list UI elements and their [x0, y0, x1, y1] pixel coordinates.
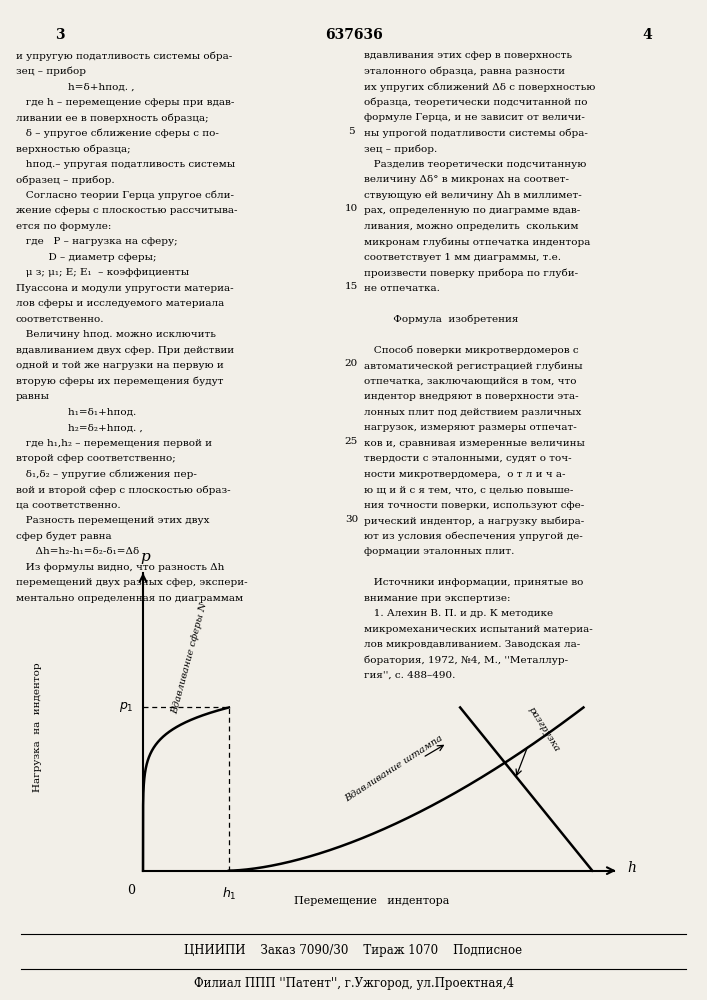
Text: ю щ и й с я тем, что, с целью повыше-: ю щ и й с я тем, что, с целью повыше-: [364, 485, 573, 494]
Text: Разделив теоретически подсчитанную: Разделив теоретически подсчитанную: [364, 160, 587, 169]
Text: рический индентор, а нагрузку выбира-: рический индентор, а нагрузку выбира-: [364, 516, 585, 526]
Text: формации эталонных плит.: формации эталонных плит.: [364, 547, 515, 556]
Text: Формула  изобретения: Формула изобретения: [364, 315, 518, 324]
Text: где   P – нагрузка на сферу;: где P – нагрузка на сферу;: [16, 237, 177, 246]
Text: 637636: 637636: [325, 28, 382, 42]
Text: вой и второй сфер с плоскостью образ-: вой и второй сфер с плоскостью образ-: [16, 485, 230, 495]
Text: второй сфер соответственно;: второй сфер соответственно;: [16, 454, 175, 463]
Text: ков и, сравнивая измеренные величины: ков и, сравнивая измеренные величины: [364, 439, 585, 448]
Text: вторую сферы их перемещения будут: вторую сферы их перемещения будут: [16, 377, 223, 386]
Text: вдавливания этих сфер в поверхность: вдавливания этих сфер в поверхность: [364, 51, 572, 60]
Text: ЦНИИПИ    Заказ 7090/30    Тираж 1070    Подписное: ЦНИИПИ Заказ 7090/30 Тираж 1070 Подписно…: [185, 944, 522, 957]
Text: 5: 5: [348, 127, 355, 136]
Text: где h₁,h₂ – перемещения первой и: где h₁,h₂ – перемещения первой и: [16, 439, 211, 448]
Text: формуле Герца, и не зависит от величи-: формуле Герца, и не зависит от величи-: [364, 113, 585, 122]
Text: рах, определенную по диаграмме вдав-: рах, определенную по диаграмме вдав-: [364, 206, 580, 215]
Text: Δh=h₂-h₁=δ₂-δ₁=Δδ: Δh=h₂-h₁=δ₂-δ₁=Δδ: [16, 547, 139, 556]
Text: 15: 15: [345, 282, 358, 291]
Text: ливании ее в поверхность образца;: ливании ее в поверхность образца;: [16, 113, 208, 123]
Text: D – диаметр сферы;: D – диаметр сферы;: [16, 253, 156, 262]
Text: ствующую ей величину Δh в миллимет-: ствующую ей величину Δh в миллимет-: [364, 191, 582, 200]
Text: гия'', с. 488–490.: гия'', с. 488–490.: [364, 671, 455, 680]
Text: нагрузок, измеряют размеры отпечат-: нагрузок, измеряют размеры отпечат-: [364, 423, 577, 432]
Text: одной и той же нагрузки на первую и: одной и той же нагрузки на первую и: [16, 361, 223, 370]
Text: произвести поверку прибора по глуби-: произвести поверку прибора по глуби-: [364, 268, 578, 278]
Text: соответствует 1 мм диаграммы, т.е.: соответствует 1 мм диаграммы, т.е.: [364, 253, 561, 262]
Text: лов сферы и исследуемого материала: лов сферы и исследуемого материала: [16, 299, 224, 308]
Text: их упругих сближений Δδ с поверхностью: их упругих сближений Δδ с поверхностью: [364, 82, 595, 92]
Text: сфер будет равна: сфер будет равна: [16, 532, 111, 541]
Text: внимание при экспертизе:: внимание при экспертизе:: [364, 594, 510, 603]
Text: ны упрогой податливости системы обра-: ны упрогой податливости системы обра-: [364, 129, 588, 138]
Text: зец – прибор.: зец – прибор.: [364, 144, 438, 154]
Text: образец – прибор.: образец – прибор.: [16, 175, 114, 185]
Text: ливания, можно определить  скольким: ливания, можно определить скольким: [364, 222, 578, 231]
Text: Источники информации, принятые во: Источники информации, принятые во: [364, 578, 583, 587]
Text: автоматической регистрацией глубины: автоматической регистрацией глубины: [364, 361, 583, 371]
Text: 4: 4: [642, 28, 652, 42]
Text: Вдавливание штампа: Вдавливание штампа: [344, 734, 445, 804]
Text: $p_1$: $p_1$: [119, 700, 134, 714]
Text: Вдавливание сферы N: Вдавливание сферы N: [170, 602, 209, 715]
Text: h₁=δ₁+hпод.: h₁=δ₁+hпод.: [16, 408, 136, 417]
Text: микромеханических испытаний материа-: микромеханических испытаний материа-: [364, 625, 593, 634]
Text: величину Δδ° в микронах на соответ-: величину Δδ° в микронах на соответ-: [364, 175, 569, 184]
Text: индентор внедряют в поверхности эта-: индентор внедряют в поверхности эта-: [364, 392, 579, 401]
Text: Филиал ППП ''Патент'', г.Ужгород, ул.Проектная,4: Филиал ППП ''Патент'', г.Ужгород, ул.Про…: [194, 978, 513, 990]
Text: не отпечатка.: не отпечатка.: [364, 284, 440, 293]
Text: эталонного образца, равна разности: эталонного образца, равна разности: [364, 67, 565, 76]
Text: 3: 3: [55, 28, 65, 42]
Text: 20: 20: [345, 359, 358, 368]
Text: вдавливанием двух сфер. При действии: вдавливанием двух сфер. При действии: [16, 346, 234, 355]
Text: и упругую податливость системы обра-: и упругую податливость системы обра-: [16, 51, 232, 61]
Text: δ – упругое сближение сферы с по-: δ – упругое сближение сферы с по-: [16, 129, 218, 138]
Text: зец – прибор: зец – прибор: [16, 67, 86, 76]
Text: равны: равны: [16, 392, 49, 401]
Text: δ₁,δ₂ – упругие сближения пер-: δ₁,δ₂ – упругие сближения пер-: [16, 470, 197, 479]
Text: соответственно.: соответственно.: [16, 315, 104, 324]
Text: образца, теоретически подсчитанной по: образца, теоретически подсчитанной по: [364, 98, 588, 107]
Text: отпечатка, заключающийся в том, что: отпечатка, заключающийся в том, что: [364, 377, 577, 386]
Text: Пуассона и модули упругости материа-: Пуассона и модули упругости материа-: [16, 284, 233, 293]
Text: 10: 10: [345, 204, 358, 213]
Text: Перемещение   индентора: Перемещение индентора: [294, 896, 450, 906]
Text: Величину hпод. можно исключить: Величину hпод. можно исключить: [16, 330, 216, 339]
Text: h: h: [628, 861, 636, 875]
Text: Нагрузка  на  индентор: Нагрузка на индентор: [33, 663, 42, 792]
Text: ментально определенная по диаграммам: ментально определенная по диаграммам: [16, 594, 243, 603]
Text: ют из условия обеспечения упругой де-: ют из условия обеспечения упругой де-: [364, 532, 583, 541]
Text: лонных плит под действием различных: лонных плит под действием различных: [364, 408, 581, 417]
Text: где h – перемещение сферы при вдав-: где h – перемещение сферы при вдав-: [16, 98, 234, 107]
Text: Из формулы видно, что разность Δh: Из формулы видно, что разность Δh: [16, 563, 224, 572]
Text: ется по формуле:: ется по формуле:: [16, 222, 111, 231]
Text: боратория, 1972, №4, М., ''Металлур-: боратория, 1972, №4, М., ''Металлур-: [364, 656, 568, 665]
Text: Разность перемещений этих двух: Разность перемещений этих двух: [16, 516, 209, 525]
Text: разгрузка: разгрузка: [527, 705, 561, 753]
Text: hпод.– упругая податливость системы: hпод.– упругая податливость системы: [16, 160, 235, 169]
Text: $h_1$: $h_1$: [221, 886, 236, 902]
Text: жение сферы с плоскостью рассчитыва-: жение сферы с плоскостью рассчитыва-: [16, 206, 237, 215]
Text: ния точности поверки, используют сфе-: ния точности поверки, используют сфе-: [364, 501, 585, 510]
Text: ца соответственно.: ца соответственно.: [16, 501, 120, 510]
Text: 30: 30: [345, 515, 358, 524]
Text: μ з; μ₁; E; E₁  – коэффициенты: μ з; μ₁; E; E₁ – коэффициенты: [16, 268, 189, 277]
Text: 25: 25: [345, 437, 358, 446]
Text: микронам глубины отпечатка индентора: микронам глубины отпечатка индентора: [364, 237, 590, 247]
Text: Способ поверки микротвердомеров с: Способ поверки микротвердомеров с: [364, 346, 579, 355]
Text: р: р: [141, 550, 150, 564]
Text: верхностью образца;: верхностью образца;: [16, 144, 130, 154]
Text: перемещений двух разных сфер, экспери-: перемещений двух разных сфер, экспери-: [16, 578, 247, 587]
Text: ности микротвердомера,  о т л и ч а-: ности микротвердомера, о т л и ч а-: [364, 470, 566, 479]
Text: твердости с эталонными, судят о точ-: твердости с эталонными, судят о точ-: [364, 454, 572, 463]
Text: 0: 0: [127, 884, 135, 897]
Text: Согласно теории Герца упругое сбли-: Согласно теории Герца упругое сбли-: [16, 191, 233, 200]
Text: 1. Алехин В. П. и др. К методике: 1. Алехин В. П. и др. К методике: [364, 609, 554, 618]
Text: лов микровдавливанием. Заводская ла-: лов микровдавливанием. Заводская ла-: [364, 640, 580, 649]
Text: h₂=δ₂+hпод. ,: h₂=δ₂+hпод. ,: [16, 423, 142, 432]
Text: h=δ+hпод. ,: h=δ+hпод. ,: [16, 82, 134, 91]
